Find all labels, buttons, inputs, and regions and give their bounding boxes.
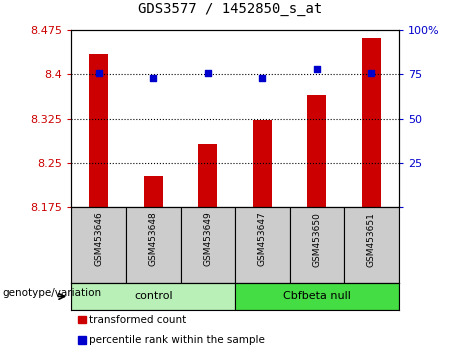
Bar — [78, 316, 86, 323]
Point — [313, 66, 321, 72]
Bar — [235, 207, 290, 283]
Bar — [198, 144, 218, 207]
Bar — [71, 207, 126, 283]
Bar — [307, 95, 326, 207]
Bar — [290, 207, 344, 283]
Bar — [71, 283, 235, 310]
Bar — [344, 207, 399, 283]
Point — [149, 75, 157, 81]
Bar — [362, 38, 381, 207]
Bar — [89, 54, 108, 207]
Text: Cbfbeta null: Cbfbeta null — [283, 291, 351, 302]
Text: GSM453648: GSM453648 — [149, 212, 158, 267]
Bar — [181, 207, 235, 283]
Point — [204, 70, 212, 75]
Bar — [144, 176, 163, 207]
Bar — [253, 120, 272, 207]
Text: control: control — [134, 291, 172, 302]
Text: percentile rank within the sample: percentile rank within the sample — [89, 335, 266, 345]
Text: GSM453651: GSM453651 — [367, 212, 376, 267]
Text: GDS3577 / 1452850_s_at: GDS3577 / 1452850_s_at — [138, 2, 323, 16]
Text: GSM453646: GSM453646 — [94, 212, 103, 267]
Text: GSM453649: GSM453649 — [203, 212, 213, 267]
Point — [95, 70, 102, 75]
Text: GSM453647: GSM453647 — [258, 212, 267, 267]
Text: transformed count: transformed count — [89, 315, 187, 325]
Point — [259, 75, 266, 81]
Point — [368, 70, 375, 75]
Bar — [78, 336, 86, 343]
Text: GSM453650: GSM453650 — [313, 212, 321, 267]
Text: genotype/variation: genotype/variation — [2, 288, 101, 298]
Bar — [126, 207, 181, 283]
Bar — [235, 283, 399, 310]
